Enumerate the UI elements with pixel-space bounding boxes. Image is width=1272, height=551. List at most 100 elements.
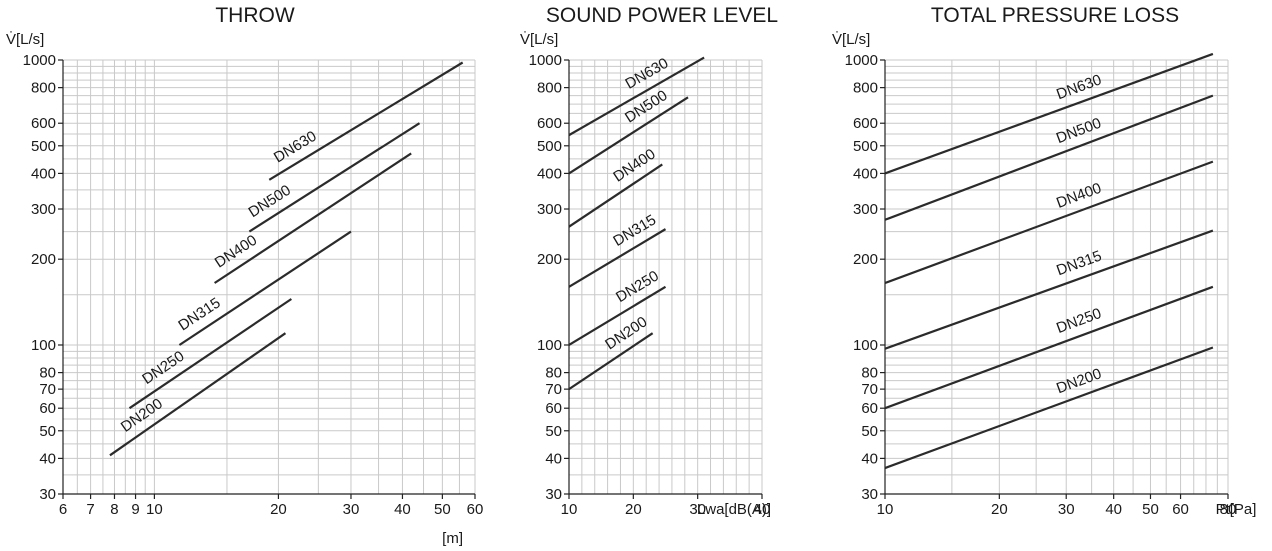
chart-title: THROW	[215, 4, 294, 27]
x-tick-label: 50	[434, 501, 451, 518]
x-tick-label: 7	[86, 501, 94, 518]
y-tick-label: 40	[545, 450, 562, 467]
series-label-dn315: DN315	[1054, 247, 1104, 279]
series-line-dn630	[568, 56, 705, 137]
y-tick-label: 200	[537, 251, 562, 268]
y-tick-label: 500	[537, 138, 562, 155]
y-tick-label: 60	[545, 400, 562, 417]
series-label-dn400: DN400	[610, 146, 658, 186]
y-tick-label: 80	[861, 365, 878, 382]
y-tick-label: 300	[853, 201, 878, 218]
y-tick-label: 50	[39, 423, 56, 440]
y-axis-label: V̇[L/s]	[520, 31, 558, 48]
y-tick-label: 70	[39, 381, 56, 398]
series-label-dn400: DN400	[1054, 180, 1104, 212]
x-tick-label: 9	[131, 501, 139, 518]
y-tick-label: 60	[39, 400, 56, 417]
y-tick-label: 30	[861, 486, 878, 503]
x-tick-label: 40	[1105, 501, 1122, 518]
y-tick-label: 30	[545, 486, 562, 503]
y-tick-label: 70	[861, 381, 878, 398]
y-tick-label: 70	[545, 381, 562, 398]
series-line-dn630	[884, 52, 1214, 175]
x-axis-label: Pt[Pa]	[1216, 501, 1257, 518]
x-tick-label: 30	[689, 501, 706, 518]
x-tick-label: 60	[467, 501, 484, 518]
series-label-dn200: DN200	[1054, 365, 1104, 397]
series-line-dn400	[568, 163, 663, 228]
series-line-dn630	[268, 61, 464, 181]
series-label-dn400: DN400	[212, 232, 260, 272]
y-tick-label: 300	[537, 201, 562, 218]
y-tick-label: 40	[39, 450, 56, 467]
y-tick-label: 800	[537, 80, 562, 97]
y-tick-label: 100	[853, 337, 878, 354]
series-line-dn200	[568, 332, 654, 391]
x-tick-label: 40	[754, 501, 771, 518]
series-label-dn315: DN315	[175, 294, 223, 334]
y-tick-label: 400	[853, 165, 878, 182]
series-line-dn500	[568, 96, 689, 175]
series-line-dn400	[884, 160, 1214, 285]
y-tick-label: 800	[31, 80, 56, 97]
chart-title: TOTAL PRESSURE LOSS	[931, 4, 1179, 27]
series-label-dn315: DN315	[610, 211, 659, 250]
series-line-dn250	[128, 298, 292, 410]
y-tick-label: 600	[853, 115, 878, 132]
x-tick-label: 30	[343, 501, 360, 518]
y-tick-label: 1000	[23, 52, 56, 69]
series-line-dn400	[214, 152, 412, 284]
y-axis-label: V̇[L/s]	[6, 31, 44, 48]
y-tick-label: 60	[861, 400, 878, 417]
series-line-dn200	[109, 332, 287, 457]
series-line-dn315	[178, 230, 352, 346]
y-tick-label: 100	[537, 337, 562, 354]
y-tick-label: 200	[31, 251, 56, 268]
y-tick-label: 80	[39, 365, 56, 382]
x-tick-label: 80	[1220, 501, 1237, 518]
x-tick-label: 40	[394, 501, 411, 518]
y-tick-label: 400	[537, 165, 562, 182]
series-label-dn500: DN500	[245, 182, 294, 221]
x-axis-label: Lwa[dB(A)]	[697, 501, 771, 518]
x-axis-label: [m]	[442, 530, 463, 547]
series-line-dn250	[568, 285, 667, 346]
y-tick-label: 50	[545, 423, 562, 440]
y-tick-label: 800	[853, 80, 878, 97]
y-tick-label: 600	[537, 115, 562, 132]
y-tick-label: 30	[39, 486, 56, 503]
x-tick-label: 30	[1058, 501, 1075, 518]
series-line-dn200	[884, 346, 1214, 470]
series-line-dn315	[568, 228, 667, 288]
series-label-dn500: DN500	[1054, 115, 1104, 147]
y-tick-label: 40	[861, 450, 878, 467]
x-tick-label: 10	[561, 501, 578, 518]
series-line-dn500	[884, 94, 1214, 221]
y-tick-label: 500	[853, 138, 878, 155]
x-tick-label: 20	[991, 501, 1008, 518]
series-line-dn500	[248, 122, 421, 233]
y-tick-label: 200	[853, 251, 878, 268]
y-tick-label: 50	[861, 423, 878, 440]
x-tick-label: 10	[877, 501, 894, 518]
y-axis-label: V̇[L/s]	[832, 31, 870, 48]
y-tick-label: 500	[31, 138, 56, 155]
y-tick-label: 100	[31, 337, 56, 354]
y-tick-label: 1000	[529, 52, 562, 69]
x-tick-label: 10	[146, 501, 163, 518]
y-tick-label: 80	[545, 365, 562, 382]
series-label-dn200: DN200	[602, 313, 650, 353]
x-tick-label: 6	[59, 501, 67, 518]
x-tick-label: 50	[1142, 501, 1159, 518]
x-tick-label: 20	[270, 501, 287, 518]
series-label-dn630: DN630	[1054, 71, 1104, 103]
y-tick-label: 300	[31, 201, 56, 218]
y-tick-label: 1000	[845, 52, 878, 69]
series-label-dn250: DN250	[1054, 305, 1104, 337]
x-tick-label: 8	[110, 501, 118, 518]
